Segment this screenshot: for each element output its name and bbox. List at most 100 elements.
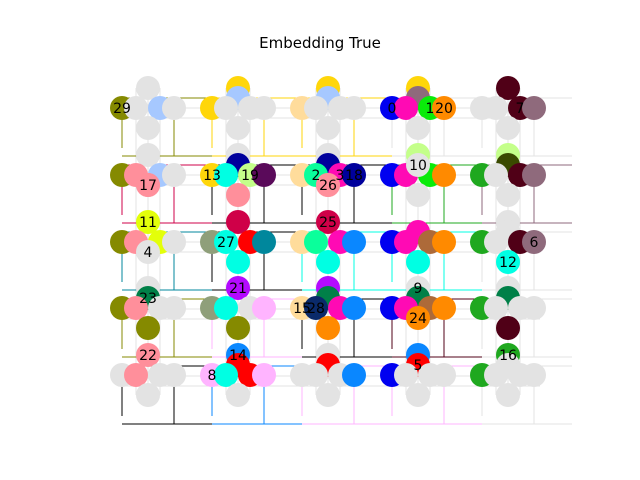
graph-node	[432, 96, 456, 120]
graph-node	[162, 96, 186, 120]
node-label: 23	[139, 291, 157, 307]
node-label: 6	[530, 235, 539, 251]
graph-node	[304, 96, 328, 120]
graph-node	[342, 296, 366, 320]
graph-node	[432, 163, 456, 187]
node-label: 1	[426, 101, 435, 117]
node-label: 9	[414, 281, 423, 297]
graph-node	[304, 230, 328, 254]
graph-node	[394, 230, 418, 254]
graph-node	[406, 116, 430, 140]
graph-node	[342, 230, 366, 254]
node-label: 29	[113, 101, 131, 117]
node-label: 22	[139, 348, 157, 364]
graph-node	[484, 296, 508, 320]
graph-node	[214, 163, 238, 187]
graph-node	[496, 76, 520, 100]
graph-node	[136, 210, 160, 234]
graph-node	[136, 343, 160, 367]
node-label: 12	[499, 255, 517, 271]
graph-node	[136, 173, 160, 197]
graph-node	[394, 96, 418, 120]
node-label: 21	[229, 281, 247, 297]
graph-node	[522, 163, 546, 187]
graph-node	[136, 76, 160, 100]
graph-node	[522, 96, 546, 120]
graph-node	[406, 250, 430, 274]
graph-node	[252, 96, 276, 120]
graph-node	[342, 363, 366, 387]
node-label: 11	[139, 215, 157, 231]
graph-node	[316, 173, 340, 197]
graph-node	[496, 183, 520, 207]
graph-node	[496, 383, 520, 407]
graph-node	[226, 383, 250, 407]
graph-node	[252, 230, 276, 254]
graph-node	[226, 276, 250, 300]
graph-node	[406, 306, 430, 330]
graph-node	[316, 116, 340, 140]
node-label: 20	[435, 101, 453, 117]
graph-node	[406, 153, 430, 177]
graph-node	[342, 96, 366, 120]
node-label: 5	[414, 358, 423, 374]
graph-node	[162, 163, 186, 187]
node-label: 4	[144, 245, 153, 261]
graph-node	[252, 363, 276, 387]
graph-node	[136, 316, 160, 340]
graph-node	[252, 296, 276, 320]
graph-node	[214, 230, 238, 254]
graph-node	[304, 296, 328, 320]
graph-node	[162, 363, 186, 387]
graph-node	[124, 96, 148, 120]
node-label: 26	[319, 178, 337, 194]
graph-node	[162, 296, 186, 320]
node-label: 17	[139, 178, 157, 194]
node-label: 15	[293, 301, 311, 317]
graph-node	[496, 316, 520, 340]
graph-node	[432, 296, 456, 320]
graph-node	[304, 363, 328, 387]
graph-node	[136, 383, 160, 407]
graph-node	[522, 296, 546, 320]
node-label: 24	[409, 311, 427, 327]
node-label: 28	[307, 301, 325, 317]
graph-node	[484, 96, 508, 120]
node-label: 7	[516, 101, 525, 117]
graph-node	[432, 363, 456, 387]
graph-node	[342, 163, 366, 187]
node-label: 8	[208, 368, 217, 384]
graph-node	[226, 316, 250, 340]
node-label: 25	[319, 215, 337, 231]
node-label: 13	[203, 168, 221, 184]
graph-node	[226, 250, 250, 274]
node-label: 18	[345, 168, 363, 184]
node-label: 16	[499, 348, 517, 364]
graph-node	[484, 230, 508, 254]
graph-node	[226, 183, 250, 207]
graph-node	[496, 116, 520, 140]
graph-node	[136, 240, 160, 264]
node-label: 2	[312, 168, 321, 184]
graph-node	[316, 210, 340, 234]
graph-node	[496, 250, 520, 274]
chart-title: Embedding True	[259, 34, 381, 52]
label-layer: 29 0 1 20 7 13 19 2 3 10 18 26 17 11 25 27 6 4 12 21 9 23 1528…	[113, 101, 538, 384]
graph-node	[162, 230, 186, 254]
node-label: 27	[217, 235, 235, 251]
graph-node	[316, 383, 340, 407]
graph-node	[214, 296, 238, 320]
graph-node	[522, 363, 546, 387]
graph-node	[124, 296, 148, 320]
graph-node	[394, 363, 418, 387]
graph-node	[316, 316, 340, 340]
graph-node	[252, 163, 276, 187]
graph-node	[484, 163, 508, 187]
graph-node	[316, 250, 340, 274]
graph-node	[484, 363, 508, 387]
node-label: 19	[241, 168, 259, 184]
graph-node	[406, 383, 430, 407]
graph-node	[136, 143, 160, 167]
graph-node	[214, 96, 238, 120]
